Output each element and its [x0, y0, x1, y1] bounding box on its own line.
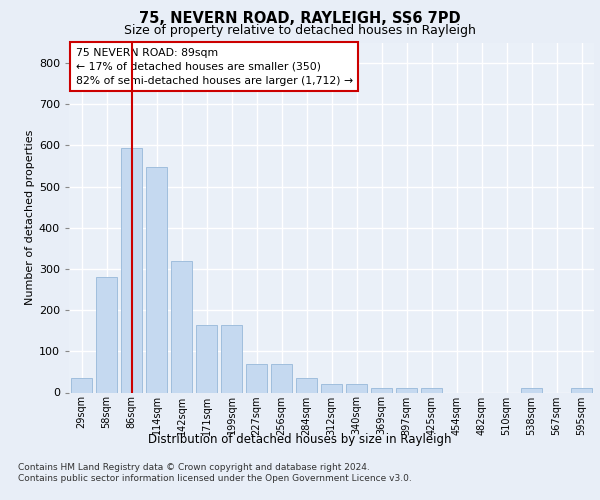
- Bar: [96, 277, 117, 392]
- Bar: [221, 324, 242, 392]
- Bar: [321, 384, 342, 392]
- Bar: [396, 388, 417, 392]
- Bar: [71, 378, 92, 392]
- Text: Size of property relative to detached houses in Rayleigh: Size of property relative to detached ho…: [124, 24, 476, 37]
- Bar: [171, 260, 192, 392]
- Y-axis label: Number of detached properties: Number of detached properties: [25, 130, 35, 305]
- Text: Contains HM Land Registry data © Crown copyright and database right 2024.: Contains HM Land Registry data © Crown c…: [18, 462, 370, 471]
- Text: Distribution of detached houses by size in Rayleigh: Distribution of detached houses by size …: [148, 432, 452, 446]
- Bar: [521, 388, 542, 392]
- Bar: [371, 388, 392, 392]
- Text: 75 NEVERN ROAD: 89sqm
← 17% of detached houses are smaller (350)
82% of semi-det: 75 NEVERN ROAD: 89sqm ← 17% of detached …: [76, 48, 353, 86]
- Bar: [296, 378, 317, 392]
- Bar: [196, 324, 217, 392]
- Bar: [246, 364, 267, 392]
- Bar: [271, 364, 292, 392]
- Text: Contains public sector information licensed under the Open Government Licence v3: Contains public sector information licen…: [18, 474, 412, 483]
- Bar: [146, 167, 167, 392]
- Bar: [121, 148, 142, 392]
- Text: 75, NEVERN ROAD, RAYLEIGH, SS6 7PD: 75, NEVERN ROAD, RAYLEIGH, SS6 7PD: [139, 11, 461, 26]
- Bar: [421, 388, 442, 392]
- Bar: [346, 384, 367, 392]
- Bar: [571, 388, 592, 392]
